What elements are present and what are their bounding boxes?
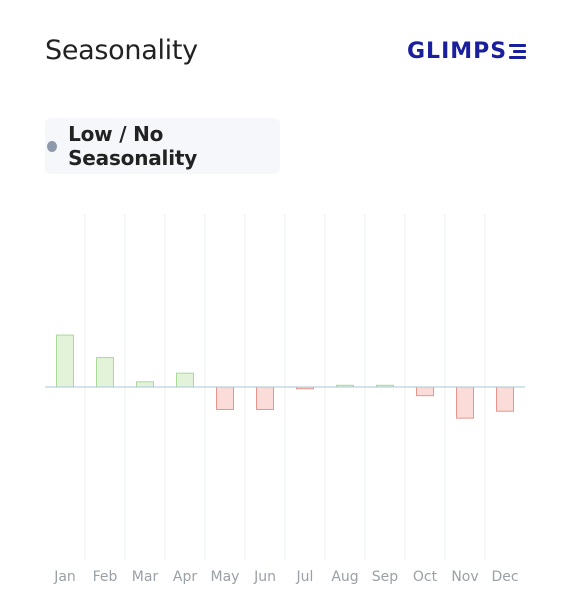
x-tick-label: Aug (331, 569, 358, 585)
seasonality-badge: Low / No Seasonality (45, 118, 280, 174)
x-tick-label: Jan (53, 569, 76, 585)
bar-nov[interactable] (456, 386, 474, 419)
x-tick-label: Dec (491, 569, 518, 585)
bar-feb[interactable] (96, 357, 114, 388)
status-dot-icon (47, 140, 58, 152)
logo-text: GLIMPS (407, 38, 508, 64)
seasonality-label: Low / No Seasonality (68, 122, 198, 170)
bar-mar[interactable] (136, 381, 154, 388)
x-tick-label: Sep (372, 569, 399, 585)
x-tick-label: Apr (173, 569, 197, 585)
glimpse-logo: GLIMPS (407, 37, 527, 65)
bar-apr[interactable] (176, 372, 194, 388)
x-tick-label: Mar (132, 569, 159, 585)
x-tick-label: Feb (93, 569, 118, 585)
bar-dec[interactable] (496, 386, 514, 412)
x-tick-label: Jul (296, 569, 314, 585)
bar-jan[interactable] (56, 334, 74, 388)
bar-jun[interactable] (256, 386, 274, 410)
x-tick-label: May (211, 569, 240, 585)
x-tick-label: Nov (451, 569, 478, 585)
x-tick-label: Jun (253, 569, 276, 585)
chart-title: Seasonality (45, 35, 198, 66)
x-tick-label: Oct (413, 569, 438, 585)
logo-e-icon (509, 42, 527, 60)
bar-oct[interactable] (416, 386, 434, 397)
bar-may[interactable] (216, 386, 234, 410)
